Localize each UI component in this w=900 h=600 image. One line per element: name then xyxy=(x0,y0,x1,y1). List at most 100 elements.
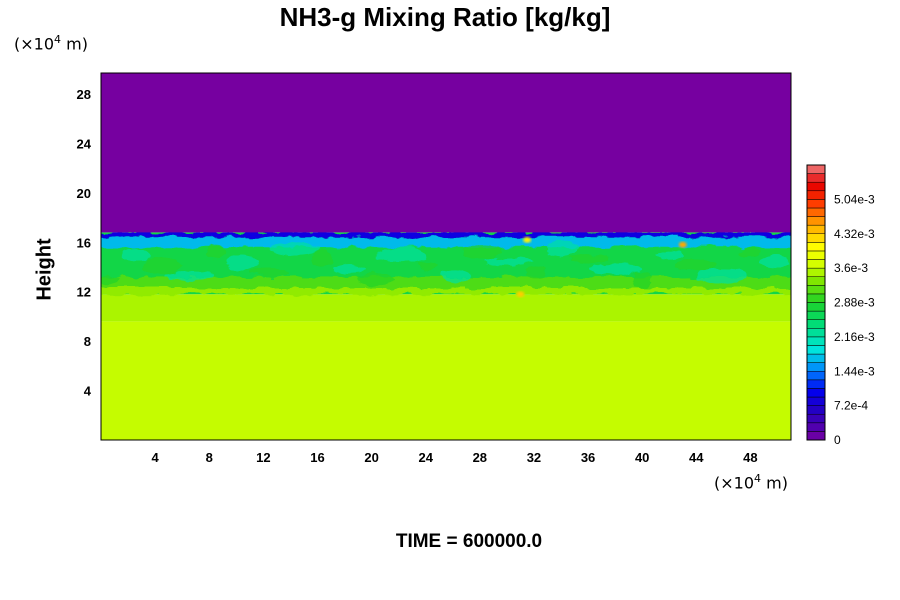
colorbar-segment xyxy=(806,353,826,363)
eddy xyxy=(440,269,471,282)
x-tick-label: 28 xyxy=(473,450,487,465)
y-tick-label: 20 xyxy=(77,186,91,201)
colorbar-segment xyxy=(806,224,826,234)
hotspot-2 xyxy=(523,236,532,243)
colorbar-segment xyxy=(806,302,826,312)
cloud-top-cyan xyxy=(101,237,791,248)
cloud-top-blue xyxy=(101,232,791,238)
colorbar-segment xyxy=(806,422,826,432)
colorbar-segment xyxy=(806,328,826,338)
colorbar: 0 7.2e-4 1.44e-3 2.16e-3 2.88e-3 3.6e-3 4.32e-… xyxy=(806,164,875,447)
eddy xyxy=(462,243,503,260)
x-tick-label: 44 xyxy=(689,450,704,465)
eddy xyxy=(525,266,546,279)
colorbar-segment xyxy=(806,336,826,346)
colorbar-segment xyxy=(806,276,826,286)
colorbar-segment xyxy=(806,250,826,260)
colorbar-segment xyxy=(806,293,826,303)
x-tick-label: 12 xyxy=(256,450,270,465)
colorbar-tick-label: 2.16e-3 xyxy=(834,330,875,344)
hotspot-0 xyxy=(678,241,687,248)
eddy xyxy=(101,275,120,284)
chart-title: NH3-g Mixing Ratio [kg/kg] xyxy=(279,2,611,32)
colorbar-segment xyxy=(806,431,826,441)
x-tick-label: 20 xyxy=(364,450,378,465)
eddy xyxy=(205,245,226,258)
eddy xyxy=(249,268,290,277)
time-label: TIME = 600000.0 xyxy=(395,531,543,552)
colorbar-segment xyxy=(806,413,826,424)
colorbar-segment xyxy=(806,388,826,398)
colorbar-tick-label: 7.2e-4 xyxy=(834,399,868,413)
colorbar-segment xyxy=(806,405,826,415)
colorbar-frame xyxy=(806,164,826,441)
y-tick-label: 4 xyxy=(84,384,92,399)
x-tick-label: 48 xyxy=(743,450,757,465)
x-tick-label: 4 xyxy=(152,450,160,465)
colorbar-tick-label: 2.88e-3 xyxy=(834,296,875,310)
x-axis-ticks: 4 8 12 16 20 24 28 32 36 40 44 48 xyxy=(152,450,758,465)
field-band-0 xyxy=(101,321,791,440)
colorbar-segment xyxy=(806,233,826,243)
eddy xyxy=(568,254,609,263)
colorbar-segment xyxy=(806,242,826,252)
colorbar-segment xyxy=(806,181,826,192)
y-axis-ticks: 4 8 12 16 20 24 28 xyxy=(77,87,92,399)
x-tick-label: 16 xyxy=(310,450,324,465)
eddy xyxy=(312,250,333,267)
eddy xyxy=(738,247,759,256)
colorbar-segment xyxy=(806,371,826,381)
colorbar-segment xyxy=(806,173,826,183)
colorbar-segment xyxy=(806,216,826,226)
eddy xyxy=(632,271,653,288)
colorbar-tick-label: 5.04e-3 xyxy=(834,192,875,206)
colorbar-segment xyxy=(806,362,826,372)
eddy xyxy=(355,273,396,286)
plot-frame xyxy=(100,72,792,441)
y-tick-label: 12 xyxy=(77,285,91,300)
x-axis-unit: (×104 m) xyxy=(714,472,788,493)
x-tick-label: 8 xyxy=(206,450,213,465)
colorbar-segment xyxy=(806,285,826,295)
colorbar-segment xyxy=(806,190,826,200)
x-tick-label: 24 xyxy=(418,450,433,465)
eddy xyxy=(483,258,534,267)
x-tick-label: 36 xyxy=(581,450,595,465)
colorbar-segment xyxy=(806,164,826,174)
colorbar-segment xyxy=(806,319,826,329)
eddy xyxy=(227,254,258,271)
cloud-base-yellow xyxy=(101,288,791,295)
heatmap-field xyxy=(101,73,791,440)
eddy xyxy=(120,249,151,262)
eddy xyxy=(164,271,215,280)
x-tick-label: 32 xyxy=(527,450,541,465)
colorbar-segment xyxy=(806,207,826,217)
eddy xyxy=(653,251,684,260)
eddy xyxy=(760,256,791,269)
y-axis-unit: (×104 m) xyxy=(14,33,88,54)
colorbar-tick-label: 1.44e-3 xyxy=(834,364,875,378)
eddy xyxy=(142,257,183,274)
colorbar-tick-label: 0 xyxy=(834,433,841,447)
y-tick-label: 28 xyxy=(77,87,91,102)
x-tick-label: 40 xyxy=(635,450,649,465)
colorbar-segment xyxy=(806,310,826,320)
eddy xyxy=(333,264,364,273)
colorbar-segment xyxy=(806,379,826,389)
field-band-3 xyxy=(101,73,791,233)
eddy xyxy=(270,242,321,255)
colorbar-segment xyxy=(806,199,826,209)
colorbar-tick-label: 4.32e-3 xyxy=(834,227,875,241)
colorbar-segment xyxy=(806,345,826,355)
mixed-layer-texture xyxy=(101,232,791,295)
eddy xyxy=(590,262,641,275)
eddy xyxy=(377,247,428,264)
eddy xyxy=(547,240,578,257)
colorbar-segment xyxy=(806,267,826,277)
field-band-1 xyxy=(101,294,791,322)
y-tick-label: 8 xyxy=(84,334,91,349)
y-tick-label: 24 xyxy=(77,136,92,151)
eddy xyxy=(697,267,748,284)
eddy xyxy=(418,261,439,270)
